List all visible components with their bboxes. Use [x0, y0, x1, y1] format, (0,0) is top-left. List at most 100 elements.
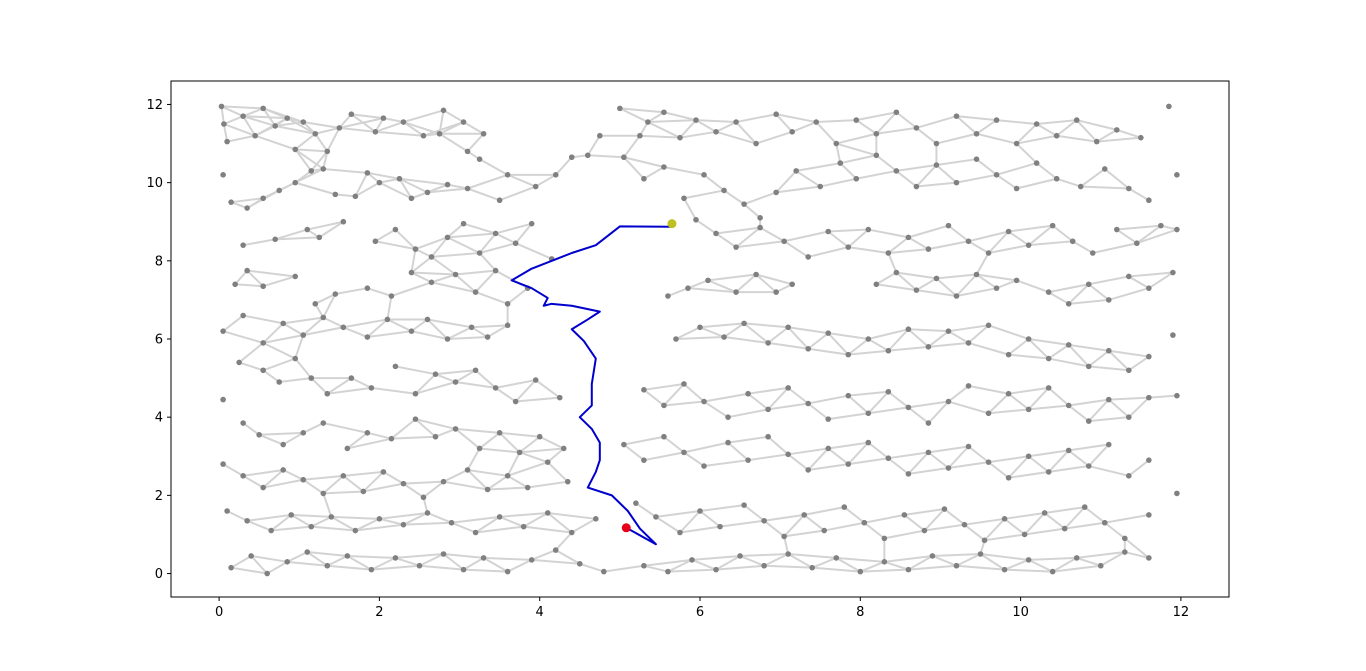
graph-edge: [347, 437, 392, 450]
x-tick-label: 2: [375, 605, 383, 620]
graph-edge: [307, 551, 348, 557]
graph-edge: [927, 451, 950, 469]
graph-edge: [242, 238, 276, 247]
graph-edge: [455, 369, 477, 383]
graph-node: [248, 553, 254, 559]
graph-node: [392, 226, 399, 233]
graph-node: [372, 129, 379, 135]
graph-edge: [1128, 459, 1150, 477]
graph-node: [528, 557, 535, 563]
graph-edge: [1056, 119, 1078, 137]
graph-edge: [419, 564, 464, 571]
graph-edge: [463, 557, 485, 571]
graph-node: [1073, 117, 1080, 123]
graph-node: [953, 293, 960, 299]
graph-node: [1013, 277, 1020, 284]
graph-edge: [916, 181, 957, 188]
graph-edge: [812, 566, 861, 573]
graph-node: [961, 521, 968, 528]
graph-edge: [335, 287, 368, 296]
graph-edge: [322, 151, 329, 170]
graph-edge: [474, 369, 497, 389]
graph-edge: [1128, 355, 1150, 372]
graph-edge: [956, 115, 997, 122]
graph-edge: [1136, 228, 1178, 245]
graph-edge: [287, 560, 328, 567]
graph-node: [1101, 166, 1108, 172]
graph-edge: [1088, 283, 1110, 301]
graph-node: [697, 508, 703, 514]
graph-edge: [242, 422, 260, 436]
graph-node: [993, 285, 1000, 291]
graph-node: [597, 132, 603, 139]
graph-node: [965, 443, 972, 450]
graph-edge: [727, 408, 769, 419]
graph-edge: [936, 273, 977, 280]
graph-edge: [547, 512, 573, 534]
graph-edge: [495, 222, 532, 235]
graph-node: [689, 557, 695, 563]
graph-edge: [378, 181, 412, 200]
graph-edge: [262, 342, 296, 360]
graph-node: [444, 181, 451, 188]
graph-edge: [887, 252, 898, 273]
graph-edge: [427, 318, 472, 329]
graph-node: [460, 566, 467, 573]
graph-node: [524, 484, 531, 491]
graph-edge: [246, 519, 272, 532]
graph-edge: [848, 246, 889, 254]
graph-node: [1013, 140, 1020, 147]
graph-edge: [243, 115, 288, 120]
graph-node: [512, 398, 519, 405]
graph-node: [348, 111, 355, 118]
graph-node: [641, 562, 647, 569]
graph-edge: [927, 330, 950, 348]
graph-edge: [363, 482, 404, 493]
graph-node: [1053, 175, 1060, 182]
graph-edge: [230, 566, 268, 575]
graph-node: [805, 400, 812, 407]
graph-edge: [703, 459, 749, 468]
graph-edge: [808, 394, 849, 405]
graph-node: [845, 244, 852, 250]
graph-node: [228, 199, 234, 205]
graph-node: [432, 433, 439, 440]
graph-edge: [888, 451, 929, 460]
graph-edge: [767, 387, 789, 411]
graph-node: [693, 117, 699, 123]
graph-edge: [1004, 511, 1045, 520]
graph-node: [721, 334, 727, 340]
graph-edge: [975, 252, 990, 275]
graph-edge: [715, 121, 737, 133]
graph-edge: [371, 564, 420, 571]
graph-edge: [1084, 506, 1106, 524]
graph-edge: [619, 107, 665, 114]
graph-edge: [506, 451, 521, 477]
graph-edge: [955, 115, 978, 135]
graph-edge: [1027, 387, 1050, 411]
graph-node: [905, 471, 912, 477]
graph-edge: [294, 334, 305, 359]
graph-node: [733, 289, 739, 295]
graph-node: [292, 273, 299, 280]
graph-edge: [996, 279, 1017, 290]
graph-edge: [426, 318, 449, 340]
graph-node: [240, 113, 246, 119]
graph-edge: [447, 326, 473, 340]
graph-edge: [979, 553, 1006, 571]
graph-edge: [242, 468, 284, 477]
graph-node: [1065, 301, 1072, 307]
graph-edge: [402, 482, 425, 499]
graph-edge: [438, 110, 445, 134]
graph-edge: [294, 148, 324, 170]
graph-node: [1025, 336, 1032, 342]
graph-edge: [824, 521, 865, 532]
graph-node: [757, 224, 763, 231]
graph-edge: [1088, 443, 1110, 467]
graph-edge: [314, 133, 329, 152]
graph-node: [236, 359, 242, 366]
graph-edge: [988, 324, 1029, 340]
graph-edge: [908, 467, 949, 475]
graph-edge: [976, 273, 1017, 282]
graph-node: [841, 504, 848, 510]
